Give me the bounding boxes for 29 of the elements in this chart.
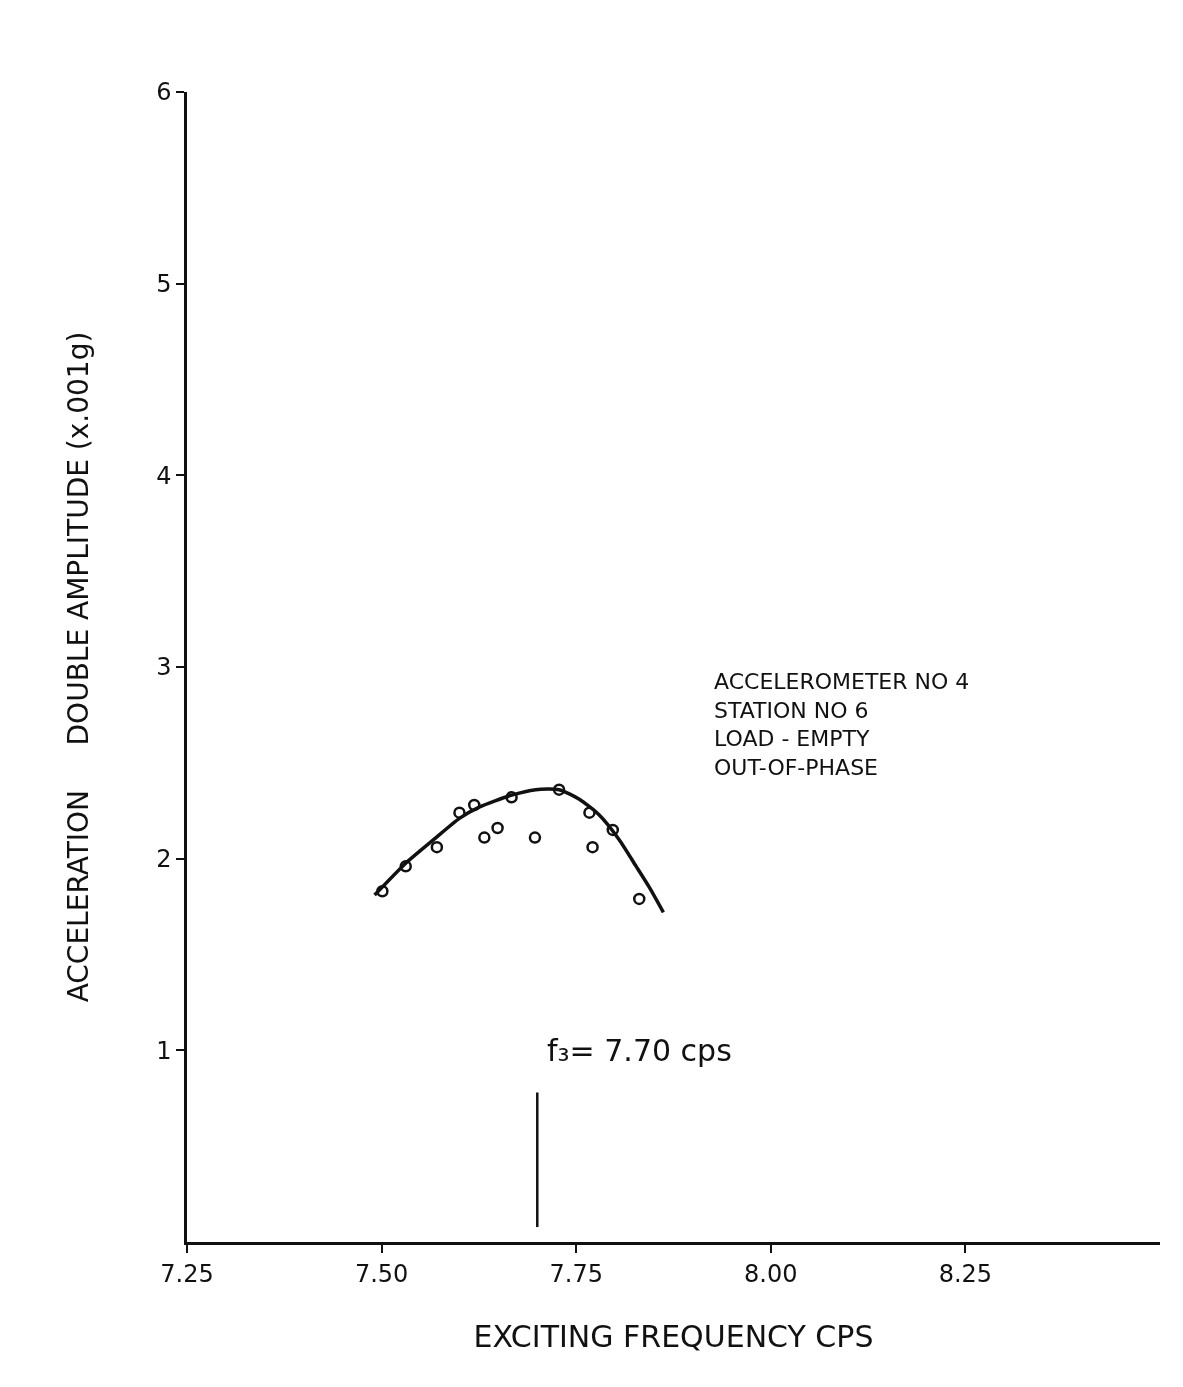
point — [552, 783, 566, 796]
point — [399, 860, 412, 873]
point — [376, 885, 389, 898]
x-axis-title: EXCITING FREQUENCY CPS — [473, 1319, 874, 1355]
point — [528, 831, 542, 844]
x-tick-label: 7.25 — [160, 1259, 214, 1288]
x-tick-label: 8.00 — [744, 1259, 798, 1288]
point — [430, 840, 444, 854]
ref-line-label: f₃= 7.70 cps — [547, 1033, 732, 1068]
y-tick-label: 2 — [156, 845, 172, 874]
y-tick-label: 5 — [156, 270, 172, 299]
point — [467, 798, 481, 812]
point — [491, 821, 504, 835]
point — [633, 892, 646, 906]
y-tick-label: 6 — [156, 78, 172, 107]
point — [586, 840, 599, 854]
x-tick-label: 8.25 — [938, 1259, 993, 1288]
point — [478, 831, 491, 844]
point — [453, 806, 466, 819]
y-axis-title: ACCELERATION DOUBLE AMPLITUDE (x.001g) — [61, 331, 95, 1003]
y-tick-label: 4 — [156, 461, 172, 490]
y-tick-label: 1 — [156, 1036, 172, 1065]
x-tick-label: 7.75 — [549, 1259, 603, 1288]
annotation: ACCELEROMETER NO 4 STATION NO 6 LOAD - EMPTY OUT-OF-PHASE — [714, 669, 970, 780]
point — [505, 791, 518, 804]
point — [583, 806, 596, 819]
point — [606, 823, 620, 837]
x-tick-label: 7.50 — [354, 1259, 409, 1288]
y-tick-label: 3 — [156, 653, 172, 682]
